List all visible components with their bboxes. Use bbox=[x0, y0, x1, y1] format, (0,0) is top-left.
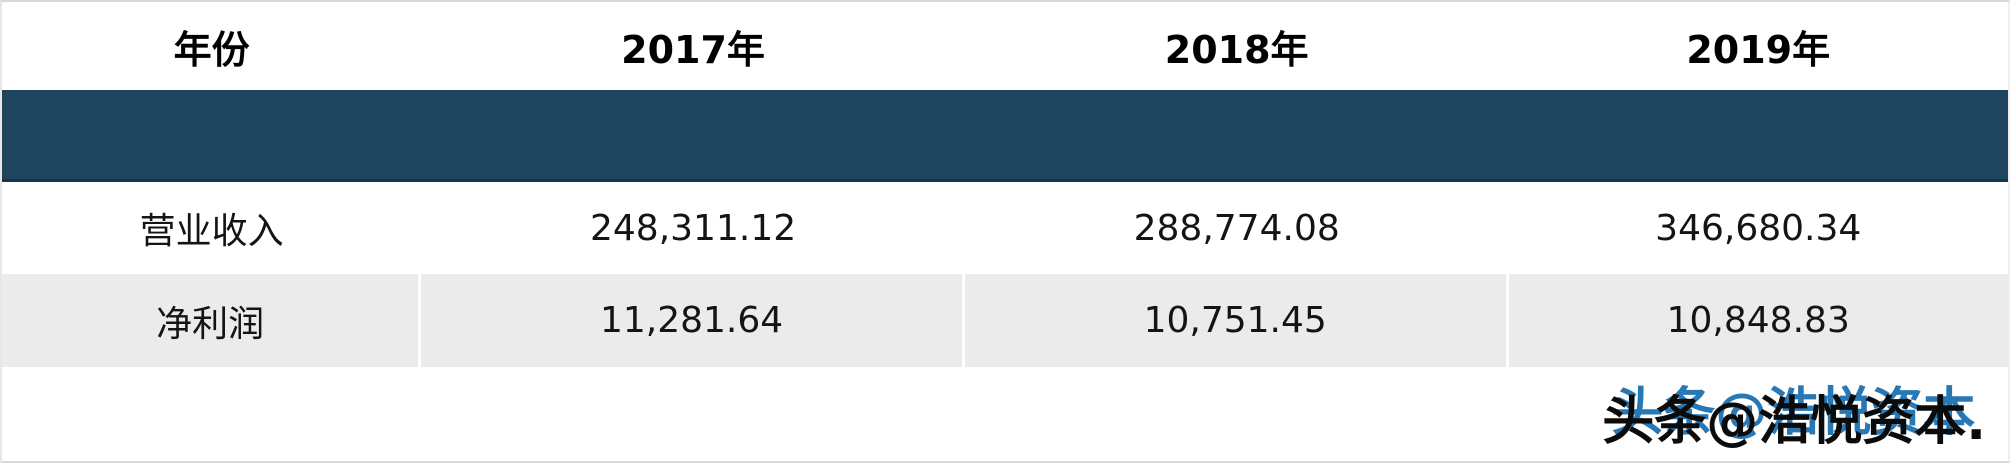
revenue-2019-value: 346,680.34 bbox=[1655, 207, 1862, 249]
watermark-blue-layer: 头条@浩悦资本 bbox=[1611, 382, 1976, 443]
net-profit-2017-value: 11,281.64 bbox=[421, 274, 965, 367]
header-2019: 2019年 bbox=[1686, 27, 1831, 72]
revenue-2017-value: 248,311.12 bbox=[590, 207, 797, 249]
header-2018: 2018年 bbox=[1164, 27, 1309, 72]
row-label-revenue: 营业收入 bbox=[139, 211, 284, 252]
navy-divider-band bbox=[2, 90, 2008, 182]
table-row-revenue: 营业收入 248,311.12 288,774.08 346,680.34 bbox=[2, 182, 2008, 274]
table-header-row: 年份 2017年 2018年 2019年 bbox=[2, 2, 2008, 90]
header-2017: 2017年 bbox=[621, 27, 765, 72]
net-profit-2019-value: 10,848.83 bbox=[1666, 300, 1850, 341]
watermark-black-layer: 头条@浩悦资本. bbox=[1602, 391, 1986, 452]
row-label-net-profit: 净利润 bbox=[2, 274, 422, 367]
footer-area: 头条@浩悦资本 头条@浩悦资本. bbox=[2, 367, 2008, 459]
header-year-label: 年份 bbox=[173, 27, 250, 72]
revenue-2018-value: 288,774.08 bbox=[1133, 207, 1340, 249]
table-row-net-profit: 净利润 11,281.64 10,751.45 10,848.83 bbox=[2, 274, 2008, 367]
watermark: 头条@浩悦资本 头条@浩悦资本. bbox=[1602, 383, 1986, 453]
net-profit-2018-value: 10,751.45 bbox=[965, 274, 1509, 367]
